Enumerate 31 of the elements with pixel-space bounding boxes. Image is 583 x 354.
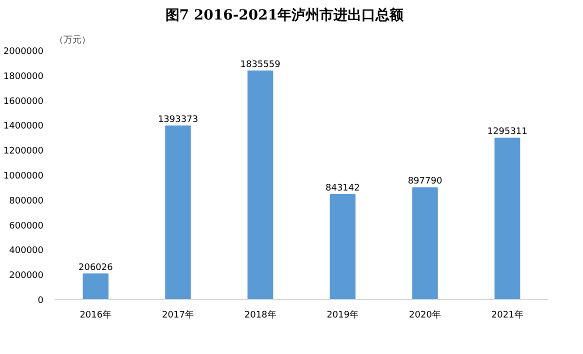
x-tick-label: 2021年 xyxy=(491,310,524,320)
y-tick-label: 600000 xyxy=(9,221,44,232)
x-tick-label: 2019年 xyxy=(326,310,359,320)
y-tick-label: 1000000 xyxy=(3,172,44,182)
y-tick-label: 1800000 xyxy=(3,72,44,82)
data-label: 1393373 xyxy=(158,115,198,126)
data-label: 1295311 xyxy=(487,127,528,138)
bar xyxy=(494,138,520,300)
bar xyxy=(82,273,109,300)
bar xyxy=(165,126,191,300)
y-tick-label: 1400000 xyxy=(3,122,44,132)
y-tick-label: 2000000 xyxy=(3,47,44,57)
data-label: 843142 xyxy=(325,184,360,194)
y-axis-title: （万元） xyxy=(54,34,90,46)
data-label: 1835559 xyxy=(240,60,281,70)
bar xyxy=(330,194,356,300)
bar xyxy=(247,70,274,300)
x-tick-label: 2018年 xyxy=(244,310,276,320)
y-tick-label: 0 xyxy=(38,296,44,306)
x-tick-label: 2017年 xyxy=(162,310,194,320)
data-label: 897790 xyxy=(408,176,442,187)
y-tick-label: 400000 xyxy=(9,246,44,256)
x-tick-label: 2020年 xyxy=(409,310,441,320)
data-label: 206026 xyxy=(78,262,114,273)
y-tick-label: 1200000 xyxy=(3,146,44,157)
bar xyxy=(412,187,438,300)
chart-title: 图7 2016-2021年泸州市进出口总额 xyxy=(165,6,405,24)
y-tick-label: 200000 xyxy=(9,271,44,282)
y-tick-label: 800000 xyxy=(9,196,44,206)
x-tick-label: 2016年 xyxy=(80,310,112,320)
y-tick-label: 1600000 xyxy=(3,96,44,107)
